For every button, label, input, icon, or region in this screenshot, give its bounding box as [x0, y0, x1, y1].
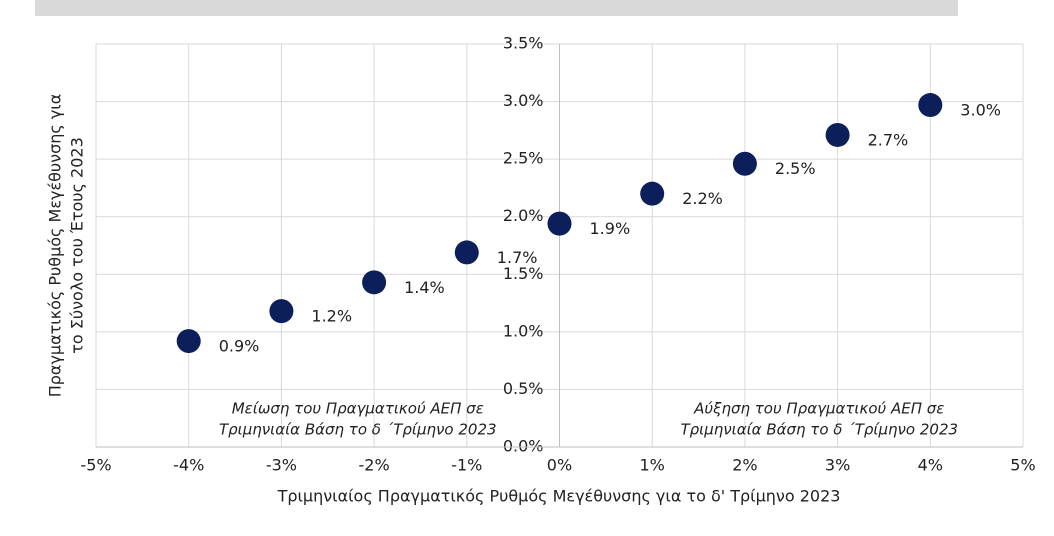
- x-tick-label: 0%: [547, 456, 572, 475]
- top-band: [35, 0, 958, 16]
- point: [362, 270, 387, 295]
- annotation: Μείωση του Πραγματικού ΑΕΠ σε: [232, 400, 484, 418]
- y-axis-label: Πραγματικός Ρυθμός Μεγέθυνσης για: [46, 94, 65, 398]
- point: [454, 240, 479, 265]
- y-tick-label: 3.0%: [503, 91, 544, 110]
- x-tick-label: 3%: [825, 456, 850, 475]
- point: [825, 122, 850, 147]
- data-label: 1.4%: [404, 278, 445, 297]
- data-label: 1.9%: [590, 219, 631, 238]
- x-tick-label: -2%: [359, 456, 390, 475]
- annotation: Τριμηνιαία Βάση το δ ΄Τρίμηνο 2023: [680, 421, 958, 439]
- data-label: 2.5%: [775, 159, 816, 178]
- x-tick-label: 2%: [732, 456, 757, 475]
- x-tick-label: -3%: [266, 456, 297, 475]
- data-label: 1.7%: [497, 248, 538, 267]
- y-tick-label: 0.0%: [503, 437, 544, 456]
- x-tick-label: -1%: [451, 456, 482, 475]
- annotation: Τριμηνιαία Βάση το δ ΄Τρίμηνο 2023: [219, 421, 497, 439]
- y-axis-label: το Σύνολο του Έτους 2023: [68, 137, 87, 354]
- y-tick-label: 2.0%: [503, 206, 544, 225]
- y-tick-label: 3.5%: [503, 34, 544, 53]
- data-label: 1.2%: [311, 307, 352, 326]
- annotation: Αύξηση του Πραγματικού ΑΕΠ σε: [693, 400, 944, 418]
- point: [176, 329, 201, 354]
- point: [640, 181, 665, 206]
- point: [918, 93, 943, 118]
- point: [269, 299, 294, 324]
- data-label: 2.2%: [682, 189, 723, 208]
- x-tick-label: -5%: [80, 456, 111, 475]
- x-tick-label: -4%: [173, 456, 204, 475]
- x-tick-label: 1%: [640, 456, 665, 475]
- point: [547, 211, 572, 236]
- point: [732, 151, 757, 176]
- y-tick-label: 1.0%: [503, 321, 544, 340]
- x-tick-label: 5%: [1010, 456, 1035, 475]
- x-tick-label: 4%: [918, 456, 943, 475]
- y-tick-label: 2.5%: [503, 149, 544, 168]
- y-tick-label: 0.5%: [503, 379, 544, 398]
- y-tick-label: 1.5%: [503, 264, 544, 283]
- x-axis-label: Τριμηνιαίος Πραγματικός Ρυθμός Μεγέθυνση…: [277, 487, 841, 506]
- data-label: 2.7%: [868, 130, 909, 149]
- data-label: 3.0%: [960, 101, 1001, 120]
- data-label: 0.9%: [219, 337, 260, 356]
